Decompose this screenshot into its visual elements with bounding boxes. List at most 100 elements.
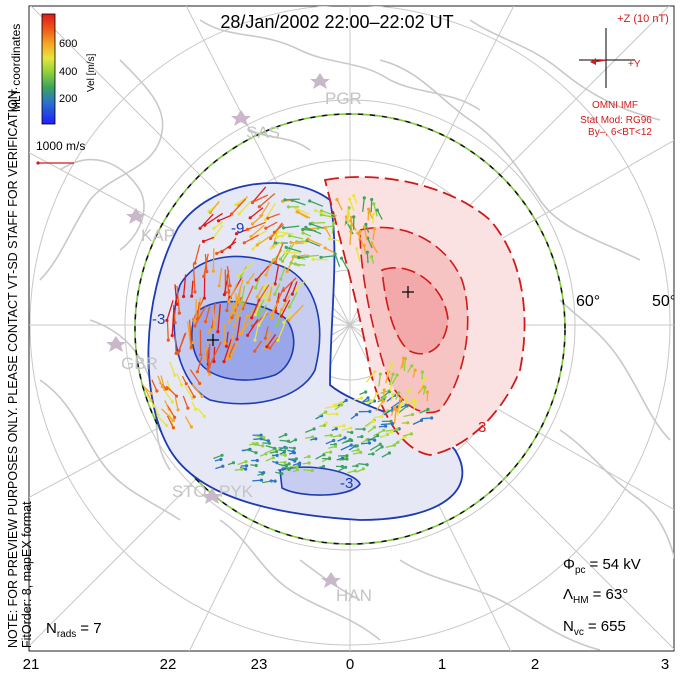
velocity-vector [194,306,207,327]
velocity-vector-origin [312,427,316,431]
velocity-vector-origin [346,209,350,213]
velocity-vector [266,334,277,348]
velocity-vector [174,334,177,354]
contour-label-2: -3 [152,311,165,328]
velocity-vector-origin [224,344,228,348]
velocity-vector-origin [165,318,169,322]
scale-vector-dot [36,161,40,165]
velocity-vector-origin [254,463,258,468]
velocity-vector-origin [371,212,375,216]
velocity-vector [249,207,264,219]
velocity-vector-origin [275,453,279,457]
velocity-vector [233,301,246,327]
velocity-vector-origin [254,451,258,455]
velocity-vector-origin [405,401,409,405]
velocity-vector-origin [273,282,277,286]
velocity-vector-origin [289,261,293,265]
velocity-vector [243,234,259,244]
velocity-vector [213,221,224,229]
velocity-vector-origin [410,364,414,368]
velocity-vector-origin [193,290,197,294]
velocity-vector-origin [396,440,400,444]
velocity-vector-origin [175,302,179,306]
velocity-vector-origin [273,292,277,296]
velocity-vector-origin [324,410,328,414]
velocity-vector [204,212,223,226]
velocity-vector-origin [329,450,333,454]
velocity-vector-origin [202,296,206,300]
velocity-vector [289,235,304,240]
velocity-vector [357,232,364,246]
velocity-vector-origin [380,445,384,449]
velocity-vector-origin [411,412,415,417]
velocity-vector [291,199,306,206]
velocity-vector-origin [355,413,359,417]
velocity-vector [218,267,223,286]
velocity-vector [157,375,163,387]
velocity-vector-origin [301,227,305,231]
velocity-vector-origin [264,452,268,456]
velocity-vector-origin [237,212,241,216]
velocity-vector [240,285,246,304]
imf-labels: +Z (10 nT) +Y OMNI IMF Stat Mod: RG96 By… [580,13,669,138]
velocity-vector [228,301,235,322]
velocity-vector-origin [280,308,284,312]
velocity-vector-origin [282,226,286,230]
lat-label-50: 50° [652,293,676,310]
velocity-vector [218,214,232,222]
velocity-vector-origin [202,274,206,279]
velocity-vector [276,311,282,326]
velocity-vector-origin [230,212,234,216]
velocity-vector-origin [199,353,203,357]
velocity-vector-origin [284,464,288,468]
velocity-vector-origin [290,198,294,202]
velocity-vector-origin [373,370,377,374]
velocity-vector-origin [284,433,288,437]
velocity-vector-origin [287,462,291,466]
velocity-vector-origin [272,446,277,450]
velocity-vector-origin [293,459,297,463]
velocity-vector-origin [370,241,374,245]
velocity-vector-origin [344,398,348,402]
velocity-vector [349,231,352,246]
velocity-vector-origin [200,394,204,398]
velocity-vector-origin [228,284,232,288]
velocity-vector-origin [343,436,347,440]
velocity-vector-origin [259,478,264,482]
velocity-vector [225,331,229,347]
velocity-vector-origin [362,427,366,431]
contour-label-1: -9 [231,220,244,237]
velocity-vector-origin [281,199,285,203]
velocity-vector [226,275,230,293]
velocity-vector-origin [335,198,339,202]
dawn-cell-inner [381,267,449,355]
mlt-axis: 21 22 23 0 1 2 3 [23,656,670,673]
velocity-vector-origin [293,262,297,266]
velocity-vector-origin [384,424,388,428]
velocity-vector-origin [219,457,223,461]
velocity-vector [315,209,327,216]
velocity-vector [247,221,266,231]
velocity-vector-origin [235,315,239,319]
velocity-vector-origin [149,391,153,395]
velocity-vector-origin [259,214,263,218]
velocity-vector [241,313,249,333]
imf-y-label: +Y [628,59,641,70]
velocity-vector [247,319,259,336]
velocity-vector [264,326,269,339]
station-pgr: PGR [325,89,362,108]
velocity-vector-origin [195,370,199,374]
velocity-vector [164,390,173,403]
velocity-vector-origin [359,450,363,454]
velocity-vector-origin [273,479,277,483]
velocity-vector-origin [234,232,239,236]
velocity-vector-origin [227,320,231,324]
velocity-vector-origin [380,414,384,418]
velocity-vector-origin [340,256,344,260]
velocity-vector-origin [425,390,429,394]
velocity-vector-origin [166,338,170,342]
velocity-vector-origin [378,372,382,376]
velocity-vector-origin [355,444,359,448]
velocity-vector [258,193,276,208]
velocity-vector-origin [373,227,377,231]
